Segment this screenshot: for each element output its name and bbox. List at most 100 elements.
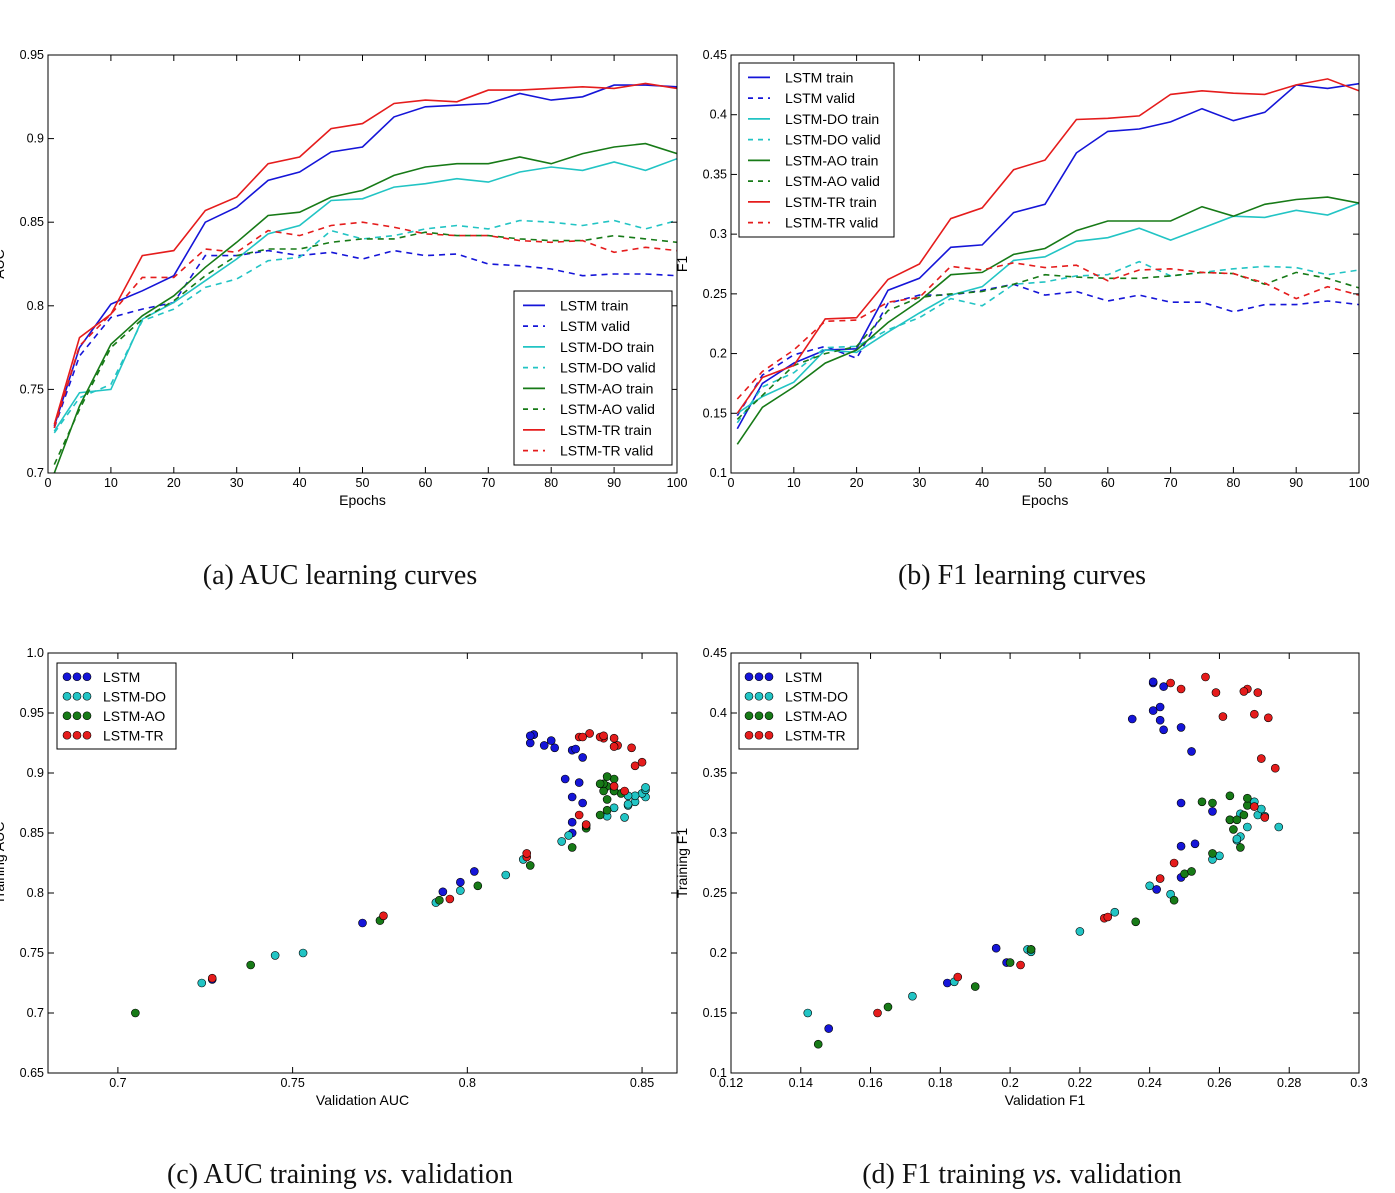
scatter-point-lstm-ao: [602, 805, 612, 815]
scatter-point-lstm: [1187, 747, 1196, 756]
legend-marker: [62, 672, 72, 682]
x-tick-label: 0.28: [1277, 1076, 1301, 1090]
series-line-lstm-train: [53, 84, 677, 427]
x-tick-label: 0.3: [1350, 1076, 1367, 1090]
scatter-point-lstm: [1127, 714, 1137, 724]
series-line-lstm-do-valid: [736, 260, 1359, 424]
scatter-point-lstm-tr: [1257, 754, 1266, 763]
scatter-point-lstm: [525, 738, 535, 748]
legend-label: LSTM-AO valid: [785, 173, 880, 189]
legend-marker: [754, 730, 764, 740]
scatter-point-lstm-tr: [1016, 960, 1025, 970]
legend-marker: [744, 730, 754, 740]
legend-marker: [764, 730, 774, 740]
scatter-point-lstm: [1148, 677, 1158, 687]
scatter-point-lstm: [1176, 798, 1186, 808]
scatter-point-lstm: [578, 798, 587, 808]
legend-marker: [744, 711, 754, 721]
legend-label: LSTM-TR train: [785, 194, 877, 210]
scatter-point-lstm-tr: [379, 911, 388, 921]
y-tick-label: 0.4: [710, 108, 727, 122]
y-tick-label: 0.9: [27, 766, 44, 780]
legend-label: LSTM-TR train: [560, 422, 652, 438]
caption-c: (c) AUC training vs. validation: [167, 1159, 513, 1191]
x-axis-label: Validation F1: [1005, 1092, 1086, 1108]
scatter-point-lstm: [824, 1024, 833, 1033]
legend-label: LSTM-DO train: [560, 339, 654, 355]
scatter-point-lstm-tr: [1169, 858, 1179, 868]
scatter-point-lstm-do: [1274, 822, 1284, 832]
scatter-point-lstm: [1176, 723, 1186, 732]
scatter-point-lstm-ao: [595, 810, 605, 820]
legend-label: LSTM-DO: [785, 688, 848, 704]
x-tick-label: 40: [293, 476, 307, 490]
scatter-point-lstm-tr: [1201, 672, 1210, 682]
scatter-point-lstm-tr: [620, 786, 629, 796]
x-axis-label: Epochs: [339, 492, 386, 508]
x-axis-label: Epochs: [1022, 492, 1069, 508]
scatter-point-lstm-ao: [1243, 801, 1252, 810]
x-axis-label: Validation AUC: [316, 1092, 409, 1108]
series-line-lstm-tr-train: [53, 82, 677, 425]
scatter-point-lstm: [991, 943, 1001, 953]
series-line-lstm-tr-valid: [736, 261, 1359, 400]
scatter-point-lstm-ao: [1169, 895, 1179, 905]
y-tick-label: 1.0: [27, 646, 44, 660]
x-tick-label: 20: [167, 476, 181, 490]
x-tick-label: 100: [667, 476, 688, 490]
legend: LSTM train LSTM valid LSTM-DO train LSTM-DO…: [738, 62, 895, 238]
x-tick-label: 90: [1289, 476, 1303, 490]
scatter-point-lstm-ao: [435, 895, 444, 905]
series-line-lstm-ao-train: [736, 196, 1359, 445]
x-tick-label: 70: [1164, 476, 1178, 490]
y-tick-label: 0.35: [703, 167, 727, 181]
x-tick-label: 0.18: [928, 1076, 952, 1090]
y-tick-label: 0.45: [703, 646, 727, 660]
scatter-point-lstm-tr: [207, 973, 217, 983]
plot-area: [131, 729, 650, 1018]
scatter-point-lstm-do: [1075, 927, 1085, 936]
scatter-point-lstm-tr: [627, 743, 636, 753]
scatter-point-lstm-tr: [1155, 874, 1165, 883]
scatter-point-lstm-ao: [1236, 843, 1245, 852]
legend-marker: [62, 711, 72, 721]
scatter-point-lstm: [1155, 715, 1165, 725]
legend-label: LSTM-DO train: [785, 111, 879, 127]
scatter-point-lstm-tr: [609, 742, 619, 751]
plot-area: [53, 82, 677, 473]
y-tick-label: 0.35: [703, 766, 727, 780]
series-line-lstm-train: [736, 82, 1359, 430]
x-tick-label: 0.75: [280, 1076, 304, 1090]
x-tick-label: 0.85: [630, 1076, 654, 1090]
series-line-lstm-ao-train: [53, 142, 677, 473]
legend: LSTM train LSTM valid LSTM-DO train LSTM-DO…: [513, 290, 673, 466]
scatter-point-lstm-ao: [1131, 917, 1141, 927]
series-line-lstm-tr-train: [736, 78, 1359, 414]
y-tick-label: 0.85: [20, 215, 44, 229]
legend-label: LSTM-TR valid: [785, 215, 878, 231]
scatter-point-lstm-do: [501, 870, 511, 880]
series-line-lstm-do-train: [53, 157, 677, 432]
y-tick-label: 0.25: [703, 287, 727, 301]
scatter-point-lstm-tr: [578, 732, 587, 742]
y-tick-label: 0.45: [703, 48, 727, 62]
scatter-point-lstm-tr: [585, 729, 594, 738]
y-tick-label: 0.3: [710, 227, 727, 241]
y-tick-label: 0.1: [710, 466, 727, 480]
scatter-point-lstm-tr: [1263, 713, 1273, 723]
caption-a: (a) AUC learning curves: [203, 560, 477, 592]
legend: LSTM LSTM-DO LSTM-AO LSTM-TR: [738, 662, 859, 750]
x-tick-label: 0.14: [789, 1076, 813, 1090]
y-tick-label: 0.25: [703, 886, 727, 900]
scatter-point-lstm-ao: [1026, 945, 1036, 954]
chart-1: 0 10 20 30 40 50 60 70 80 90 100 0.1 0.15 0.2 0.25 0.3 0…: [674, 48, 1369, 508]
scatter-point-lstm-tr: [953, 972, 963, 982]
legend-label: LSTM-AO train: [560, 380, 653, 396]
y-axis-label: Training AUC: [0, 822, 7, 905]
scatter-point-lstm-do: [557, 837, 566, 846]
y-tick-label: 0.7: [27, 1006, 44, 1020]
series-line-lstm-valid: [736, 283, 1359, 417]
y-tick-label: 0.7: [27, 466, 44, 480]
legend-marker: [82, 672, 92, 682]
x-tick-label: 50: [1038, 476, 1052, 490]
